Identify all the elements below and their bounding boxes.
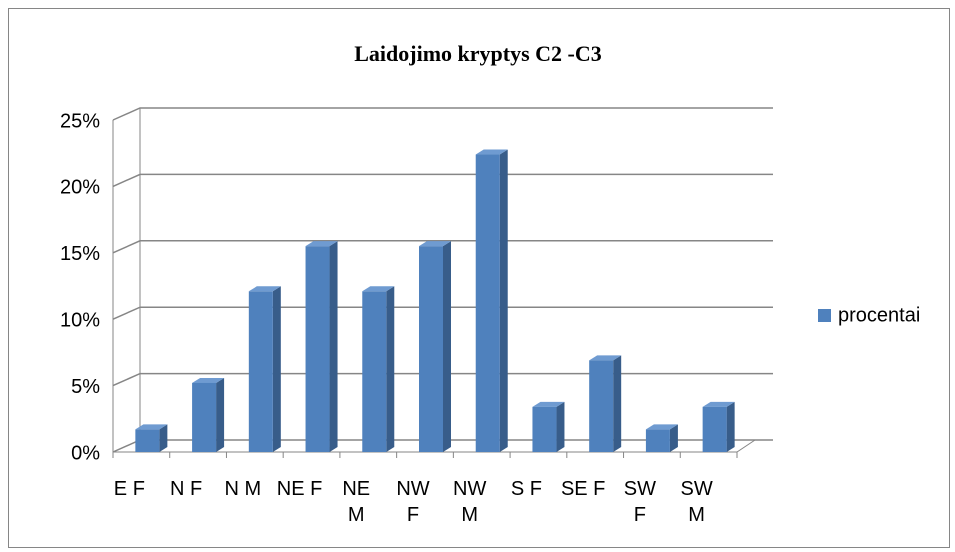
bar <box>192 382 217 452</box>
bar-side <box>272 286 281 452</box>
x-tick-label: NW F <box>396 478 430 526</box>
x-tick-label: SW F <box>623 478 657 526</box>
bar <box>589 360 614 452</box>
bar-side <box>329 241 338 452</box>
bar-top <box>702 401 735 407</box>
bar <box>248 291 273 452</box>
bar-top <box>475 149 508 155</box>
bar <box>362 291 387 452</box>
bar <box>475 154 500 452</box>
bar <box>305 246 330 452</box>
bar-side <box>443 241 451 452</box>
bar <box>135 429 160 452</box>
y-tick-label: 25% <box>60 110 100 132</box>
x-tick-label: SE F <box>560 478 606 500</box>
bar-side <box>216 377 225 452</box>
bar-top <box>645 424 678 430</box>
bar <box>532 406 557 452</box>
y-tick-label: 15% <box>60 243 100 265</box>
legend-label: procentai <box>838 304 920 326</box>
bar-side <box>556 401 565 452</box>
x-tick-label: N F <box>169 478 203 500</box>
x-tick-label: N M <box>224 478 262 500</box>
bar-side <box>726 401 735 452</box>
bar-side <box>613 355 622 452</box>
x-tick-label: NW M <box>453 478 487 526</box>
bar-top <box>135 424 168 430</box>
chart-title: Laidojimo kryptys C2 -C3 <box>354 41 602 66</box>
bar-top <box>248 286 281 292</box>
x-tick-label: SW M <box>680 478 713 526</box>
y-tick-label: 20% <box>60 177 100 199</box>
x-tick-label: E F <box>113 478 145 500</box>
y-tick-label: 5% <box>71 376 100 398</box>
bar-top <box>419 241 451 247</box>
x-tick-label: NE F <box>276 478 323 500</box>
bar-side <box>669 424 678 452</box>
bar-top <box>305 241 338 247</box>
x-tick-label: NE M <box>342 478 371 526</box>
y-tick-label: 10% <box>60 309 100 331</box>
y-tick-label: 0% <box>71 442 100 464</box>
legend-swatch <box>818 309 831 322</box>
bar <box>419 246 443 452</box>
bar-top <box>192 377 225 383</box>
bar-side <box>499 149 508 452</box>
bar <box>702 406 727 452</box>
x-tick-label: S F <box>510 478 543 500</box>
bar-top <box>532 401 565 407</box>
bar <box>645 429 670 452</box>
bar-top <box>362 286 395 292</box>
bar-top <box>589 355 622 361</box>
bar-side <box>386 286 395 452</box>
bar-side <box>159 424 168 452</box>
